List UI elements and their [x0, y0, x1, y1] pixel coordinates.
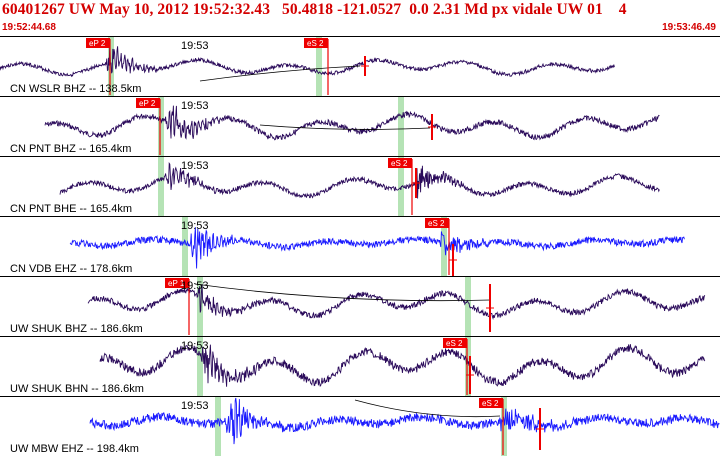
time-tick-label: 19:53 [181, 400, 209, 412]
pick-flag [388, 158, 412, 168]
end-time: 19:53:46.49 [662, 22, 716, 33]
pick-window [465, 337, 471, 396]
waveform [99, 344, 706, 387]
station-label: CN WSLR BHZ -- 138.5km [10, 83, 141, 95]
station-label: UW MBW EHZ -- 198.4km [10, 443, 139, 455]
pick-window [158, 97, 164, 156]
trace-panel[interactable]: eS 2 19:53 CN PNT BHE -- 165.4km [0, 156, 720, 217]
station-label: CN PNT BHZ -- 165.4km [10, 143, 131, 155]
trace-panel[interactable]: eP 2 19:53 CN PNT BHZ -- 165.4km [0, 96, 720, 157]
pick-window [465, 277, 471, 336]
header: 60401267 UW May 10, 2012 19:52:32.43 50.… [0, 0, 720, 36]
pick-label: eP 1 [168, 279, 185, 288]
pick-window [316, 37, 322, 96]
pick-window [441, 217, 447, 276]
pick-window [215, 397, 221, 456]
time-tick-label: 19:53 [181, 160, 209, 172]
pick-flag [86, 38, 110, 48]
waveform [59, 162, 660, 199]
pick-label: eS 2 [446, 339, 463, 348]
trace-panel[interactable]: eP 2 eS 2 19:53 CN WSLR BHZ -- 138.5km [0, 36, 720, 97]
pick-label: eS 2 [428, 219, 445, 228]
time-tick-label: 19:53 [181, 340, 209, 352]
trace-panel[interactable]: eS 2 19:53 UW MBW EHZ -- 198.4km [0, 396, 720, 457]
pick-window [182, 217, 188, 276]
pick-label: eP 2 [89, 39, 106, 48]
pick-window [197, 337, 203, 396]
pick-flag [304, 38, 328, 48]
pick-label: eP 2 [139, 99, 156, 108]
seismogram-panel[interactable]: eP 2 eS 2 19:53 CN WSLR BHZ -- 138.5km eP 2 1… [0, 36, 720, 458]
station-label: CN PNT BHE -- 165.4km [10, 203, 132, 215]
pick-flag [443, 338, 467, 348]
trace-panel[interactable]: eS 2 19:53 CN VDB EHZ -- 178.6km [0, 216, 720, 277]
waveform [87, 284, 706, 321]
waveform [89, 397, 720, 445]
station-label: UW SHUK BHN -- 186.6km [10, 383, 144, 395]
event-title: 60401267 UW May 10, 2012 19:52:32.43 50.… [2, 1, 627, 18]
waveform [69, 227, 685, 269]
pick-window [158, 157, 164, 216]
arrival-curve [194, 283, 491, 302]
pick-flag [165, 278, 189, 288]
pick-label: eS 2 [482, 399, 499, 408]
station-label: UW SHUK BHZ -- 186.6km [10, 323, 143, 335]
pick-label: eS 2 [391, 159, 408, 168]
pick-window [501, 397, 507, 456]
pick-flag [479, 398, 503, 408]
waveform [44, 105, 660, 141]
arrival-curve [199, 65, 361, 82]
time-tick-label: 19:53 [181, 280, 209, 292]
pick-flag [425, 218, 449, 228]
pick-window [398, 97, 404, 156]
start-time: 19:52:44.68 [2, 22, 56, 33]
pick-flag [136, 98, 160, 108]
time-tick-label: 19:53 [181, 100, 209, 112]
pick-label: eS 2 [307, 39, 324, 48]
trace-panel[interactable]: eP 119:53 UW SHUK BHZ -- 186.6km [0, 276, 720, 337]
arrival-curve [259, 124, 431, 130]
time-tick-label: 19:53 [181, 40, 209, 52]
trace-panel[interactable]: eS 2 19:53 UW SHUK BHN -- 186.6km [0, 336, 720, 397]
arrival-curve [354, 399, 501, 418]
station-label: CN VDB EHZ -- 178.6km [10, 263, 132, 275]
time-tick-label: 19:53 [181, 220, 209, 232]
